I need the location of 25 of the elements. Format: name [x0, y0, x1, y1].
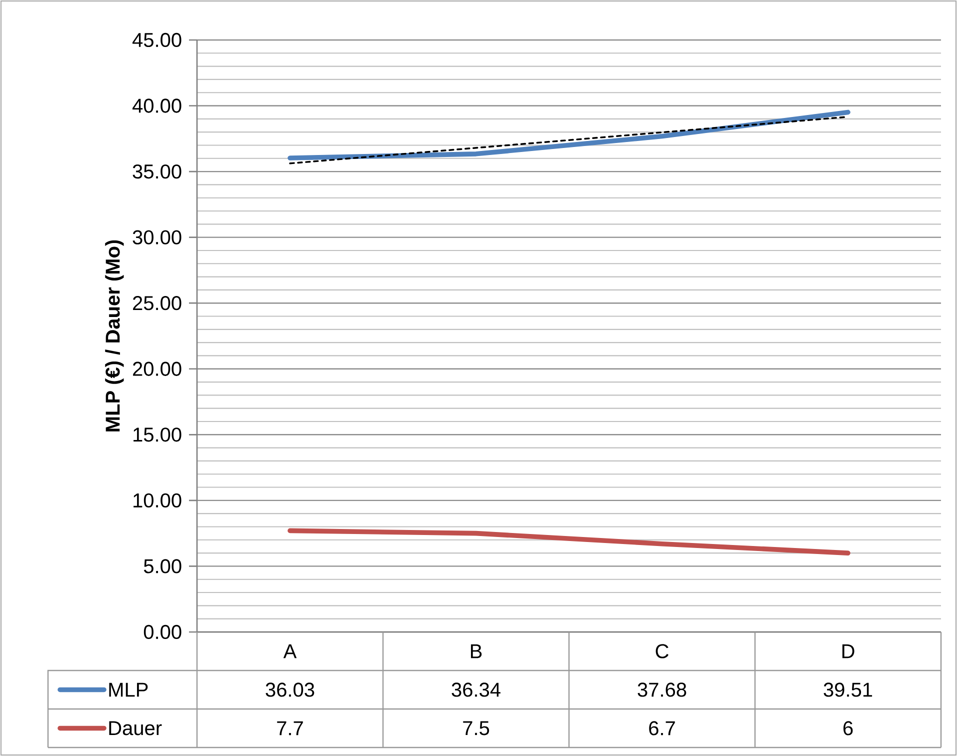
y-tick-label: 0.00	[144, 624, 182, 640]
y-tick-label: 5.00	[144, 559, 182, 574]
y-axis-title: MLP (€) / Dauer (Mo)	[105, 240, 124, 432]
data-label: 6	[843, 721, 853, 736]
y-tick-label: 45.00	[132, 32, 182, 48]
data-label: 6.7	[649, 721, 675, 736]
legend-label: MLP	[109, 682, 148, 697]
y-tick-label: 30.00	[132, 230, 182, 244]
y-tick-label: 35.00	[132, 164, 182, 179]
y-tick-label: 10.00	[134, 493, 182, 508]
y-tick-label: 25.00	[133, 296, 182, 310]
y-tick-label: 40.00	[132, 98, 182, 113]
data-label: 39.51	[824, 682, 872, 697]
x-tick-label: A	[283, 644, 297, 658]
data-label: 36.34	[452, 682, 500, 697]
y-tick-label: 20.00	[133, 362, 182, 376]
x-tick-label: C	[656, 644, 668, 658]
data-label: 36.03	[266, 682, 314, 697]
x-tick-label: B	[470, 644, 482, 658]
legend-label: Dauer	[109, 721, 162, 736]
y-tick-label: 15.00	[134, 428, 182, 442]
data-label: 37.68	[638, 682, 686, 697]
data-label: 7.7	[277, 721, 303, 736]
data-label: 7.5	[463, 721, 490, 736]
x-tick-label: D	[842, 644, 854, 658]
